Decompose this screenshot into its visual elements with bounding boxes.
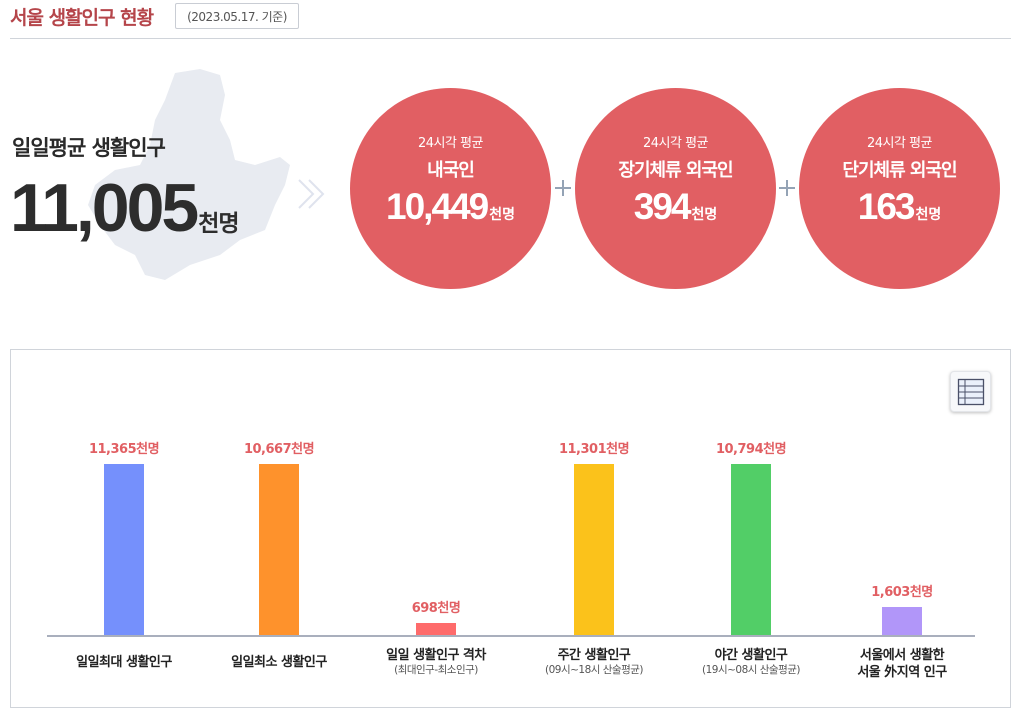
bar-daily-max [104,464,144,636]
circle-value: 394 천명 [575,186,776,228]
bar-non-seoul [882,607,922,636]
page-title: 서울 생활인구 현황 [10,7,154,29]
category-main-line2: 서울 外지역 인구 [857,665,947,680]
date-badge: (2023.05.17. 기준) [175,3,299,29]
circle-name: 장기체류 외국인 [618,160,733,181]
circle-domestic: 24시각 평균 내국인 10,449 천명 [350,88,551,289]
bar-value-label: 11,365천명 [88,442,160,457]
daily-avg-value: 11,005 천명 [10,168,240,248]
table-view-button[interactable] [950,371,991,412]
bar-value-label: 11,301천명 [558,442,630,457]
circle-long-term-foreigner: 24시각 평균 장기체류 외국인 394 천명 [575,88,776,289]
category-label: 주간 생활인구 (09시~18시 산술평균) [504,647,684,677]
category-main: 일일최대 생활인구 [76,655,172,670]
plus-icon [553,178,573,198]
category-main: 일일최소 생활인구 [231,655,327,670]
category-note: (09시~18시 산술평균) [544,664,644,676]
table-view-icon [957,378,984,405]
circle-short-term-foreigner: 24시각 평균 단기체류 외국인 163 천명 [799,88,1000,289]
bar-nighttime [731,464,771,636]
double-chevron-right-icon [298,179,325,209]
circle-value: 163 천명 [799,186,1000,228]
header-divider [10,38,1011,39]
category-main: 야간 생활인구 [714,648,788,663]
circle-sub: 24시각 평균 [866,136,933,151]
category-main: 일일 생활인구 격차 [386,648,486,663]
chart-baseline [47,635,975,637]
circle-number: 394 [633,186,692,227]
bar-value-label: 1,603천명 [871,585,933,600]
daily-avg-number: 11,005 [10,170,199,246]
category-label: 일일최대 생활인구 [34,654,214,671]
chart-panel: 11,365천명 10,667천명 698천명 11,301천명 10,794천… [10,349,1011,708]
category-label: 일일최소 생활인구 [189,654,369,671]
bar-value-label: 10,794천명 [715,442,787,457]
circle-unit: 천명 [915,207,942,223]
bar-daily-min [259,464,299,636]
circle-sub: 24시각 평균 [642,136,709,151]
circle-name: 내국인 [427,160,475,181]
daily-avg-label: 일일평균 생활인구 [12,136,166,160]
circle-number: 10,449 [386,186,489,227]
circle-value: 10,449 천명 [350,186,551,228]
category-main: 서울에서 생활한 [859,648,945,663]
circle-unit: 천명 [489,207,515,223]
category-label: 일일 생활인구 격차 (최대인구-최소인구) [346,647,526,677]
bar-value-label: 698천명 [411,601,461,616]
circle-sub: 24시각 평균 [417,136,484,151]
seoul-map-icon [88,69,290,280]
plus-icon [777,178,797,198]
category-label: 야간 생활인구 (19시~08시 산술평균) [661,647,841,677]
circle-number: 163 [857,186,916,227]
circle-name: 단기체류 외국인 [842,160,957,181]
daily-avg-unit: 천명 [198,211,239,237]
category-label: 서울에서 생활한 서울 外지역 인구 [812,647,992,681]
bar-daytime [574,464,614,636]
category-note: (19시~08시 산술평균) [701,664,801,676]
circle-unit: 천명 [691,207,718,223]
category-main: 주간 생활인구 [557,648,631,663]
bar-value-label: 10,667천명 [243,442,315,457]
category-note: (최대인구-최소인구) [394,664,478,676]
bar-daily-gap [416,623,456,636]
